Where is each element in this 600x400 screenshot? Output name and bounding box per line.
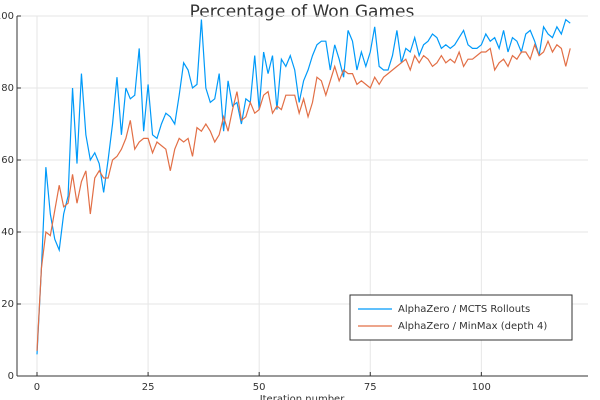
legend-label: AlphaZero / MCTS Rollouts: [398, 304, 530, 315]
legend-label: AlphaZero / MinMax (depth 4): [398, 321, 547, 332]
x-tick-label: 25: [142, 382, 155, 393]
legend-box: [349, 294, 573, 341]
y-tick-label: 80: [1, 83, 14, 94]
x-axis-label: Iteration number: [260, 394, 346, 400]
x-tick-label: 100: [472, 382, 491, 393]
x-tick-label: 75: [364, 382, 377, 393]
data-line: [36, 39, 571, 351]
y-tick-label: 20: [1, 299, 14, 310]
x-tick-label: 50: [253, 382, 266, 393]
y-tick-label: 0: [8, 371, 14, 382]
y-tick-label: 100: [0, 11, 14, 22]
x-tick-label: 0: [34, 382, 40, 393]
y-tick-label: 40: [1, 227, 14, 238]
data-line: [36, 18, 571, 355]
y-tick-label: 60: [1, 155, 14, 166]
chart-title: Percentage of Won Games: [190, 2, 415, 22]
